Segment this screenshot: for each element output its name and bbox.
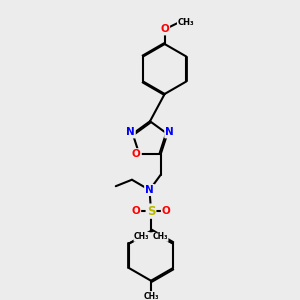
Text: O: O (162, 206, 171, 216)
Text: CH₃: CH₃ (152, 232, 168, 241)
Text: O: O (131, 206, 140, 216)
Text: O: O (132, 149, 141, 159)
Text: N: N (165, 128, 174, 137)
Text: CH₃: CH₃ (178, 18, 194, 27)
Text: S: S (147, 205, 155, 218)
Text: N: N (126, 128, 135, 137)
Text: O: O (160, 24, 169, 34)
Text: CH₃: CH₃ (134, 232, 149, 241)
Text: N: N (145, 185, 154, 195)
Text: CH₃: CH₃ (143, 292, 159, 300)
